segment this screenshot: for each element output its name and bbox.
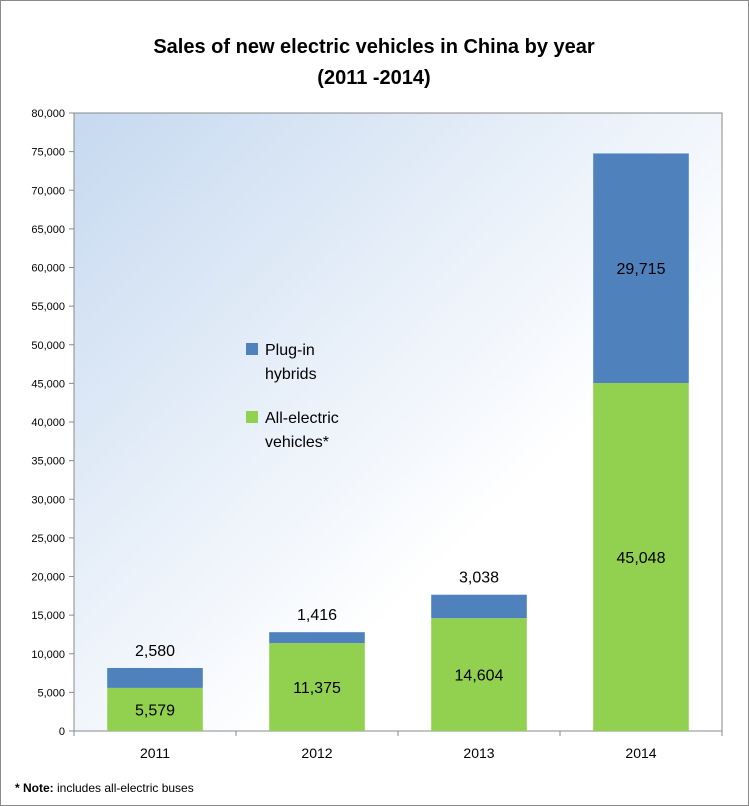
y-tick-label: 80,000 [31,108,65,120]
bar-plug-in-hybrid [431,594,527,619]
legend-label: All-electric [265,410,339,427]
data-label-plug-in-hybrid: 3,038 [459,570,499,587]
bar-all-electric [593,383,689,731]
chart-title-line1: Sales of new electric vehicles in China … [153,36,595,58]
data-label-all-electric: 45,048 [617,550,666,567]
x-tick-label: 2012 [301,745,332,761]
y-tick-label: 30,000 [31,494,65,506]
bar-plug-in-hybrid [107,667,203,688]
bars: 5,579 2,580 11,375 1,416 14,604 3,038 45,048 29… [107,153,689,731]
legend-label: vehicles* [265,434,329,451]
y-tick-label: 55,000 [31,301,65,313]
footnote-text: includes all-electric buses [54,781,194,795]
x-tick-label: 2013 [463,745,494,761]
legend: Plug-in hybrids All-electric vehicles* [246,342,339,451]
y-tick-label: 35,000 [31,456,65,468]
y-tick-label: 70,000 [31,185,65,197]
x-axis: 2011 2012 2013 2014 [73,731,723,761]
y-tick-label: 10,000 [31,649,65,661]
footnote-prefix: * Note: [15,781,54,795]
data-label-all-electric: 14,604 [455,668,504,685]
bar-all-electric [269,643,365,731]
y-tick-label: 65,000 [31,224,65,236]
bar-all-electric [107,687,203,731]
y-tick-label: 40,000 [31,417,65,429]
bar-plug-in-hybrid [593,153,689,384]
y-tick-label: 15,000 [31,610,65,622]
x-tick-label: 2011 [140,745,170,761]
legend-swatch [246,411,258,423]
y-tick-label: 25,000 [31,533,65,545]
legend-swatch [246,343,258,355]
data-label-plug-in-hybrid: 2,580 [135,643,175,660]
bar-all-electric [431,618,527,731]
y-tick-label: 45,000 [31,378,65,390]
x-tick-label: 2014 [625,745,656,761]
y-tick-label: 50,000 [31,340,65,352]
y-tick-label: 0 [59,726,65,738]
data-label-all-electric: 5,579 [135,702,175,719]
bar-plug-in-hybrid [269,632,365,644]
data-label-plug-in-hybrid: 29,715 [617,261,666,278]
footnote: * Note: includes all-electric buses [15,781,194,795]
data-label-plug-in-hybrid: 1,416 [297,607,337,624]
data-label-all-electric: 11,375 [293,680,341,697]
legend-label: hybrids [265,366,317,383]
legend-label: Plug-in [265,342,315,359]
y-axis: 0 5,000 10,000 15,000 20,000 25,000 30,000 35,0… [31,108,74,738]
y-tick-label: 75,000 [31,147,65,159]
y-tick-label: 20,000 [31,572,65,584]
chart-title-line2: (2011 -2014) [317,67,430,89]
y-tick-label: 60,000 [31,263,65,275]
y-tick-label: 5,000 [37,687,65,699]
